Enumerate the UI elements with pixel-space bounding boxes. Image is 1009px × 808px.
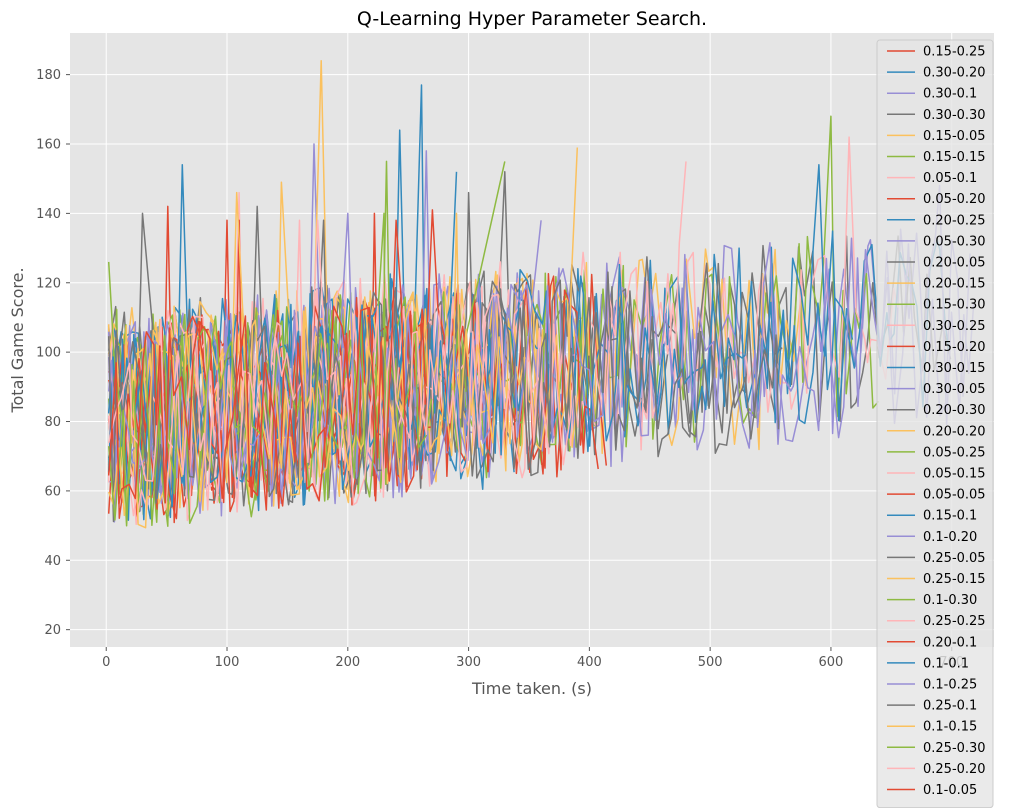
legend-label: 0.15-0.05 <box>923 129 986 144</box>
x-tick-label: 0 <box>102 655 110 670</box>
legend-label: 0.25-0.15 <box>923 572 986 587</box>
y-tick-label: 100 <box>36 346 61 361</box>
y-axis-label: Total Game Score. <box>8 267 27 413</box>
legend-label: 0.05-0.05 <box>923 488 986 503</box>
legend-label: 0.25-0.25 <box>923 614 986 629</box>
legend-label: 0.20-0.20 <box>923 424 986 439</box>
legend-label: 0.30-0.05 <box>923 382 986 397</box>
y-tick-label: 120 <box>36 276 61 291</box>
legend-label: 0.20-0.15 <box>923 277 986 292</box>
x-tick-label: 600 <box>819 655 844 670</box>
legend-label: 0.20-0.05 <box>923 256 986 271</box>
y-tick-label: 160 <box>36 138 61 153</box>
legend-label: 0.05-0.20 <box>923 192 986 207</box>
legend: 0.15-0.25 0.30-0.20 0.30-0.1 0.30-0.30 0.15-… <box>876 39 994 808</box>
x-tick-label: 200 <box>335 655 360 670</box>
y-tick-label: 20 <box>44 623 61 638</box>
legend-label: 0.15-0.25 <box>923 45 986 60</box>
legend-label: 0.05-0.15 <box>923 467 986 482</box>
legend-label: 0.30-0.20 <box>923 66 986 81</box>
legend-label: 0.05-0.30 <box>923 234 986 249</box>
series-line <box>107 171 458 508</box>
legend-label: 0.1-0.15 <box>923 720 977 735</box>
axis-ticks: 0100200300400500600700204060801001201401… <box>36 68 964 670</box>
legend-label: 0.1-0.1 <box>923 656 969 671</box>
x-tick-label: 300 <box>456 655 481 670</box>
x-tick-label: 400 <box>577 655 602 670</box>
legend-label: 0.30-0.1 <box>923 87 977 102</box>
legend-label: 0.05-0.1 <box>923 171 977 186</box>
y-tick-label: 80 <box>44 415 61 430</box>
legend-label: 0.05-0.25 <box>923 445 986 460</box>
legend-label: 0.20-0.25 <box>923 213 986 228</box>
legend-label: 0.30-0.25 <box>923 319 986 334</box>
legend-label: 0.1-0.30 <box>923 593 977 608</box>
y-tick-label: 60 <box>44 484 61 499</box>
legend-label: 0.30-0.30 <box>923 108 986 123</box>
series-lines <box>107 60 975 529</box>
legend-label: 0.25-0.20 <box>923 762 986 777</box>
y-tick-label: 140 <box>36 207 61 222</box>
legend-label: 0.1-0.05 <box>923 783 977 798</box>
legend-label: 0.1-0.20 <box>923 530 977 545</box>
legend-label: 0.25-0.05 <box>923 551 986 566</box>
x-tick-label: 100 <box>215 655 240 670</box>
legend-label: 0.15-0.30 <box>923 298 986 313</box>
x-tick-label: 500 <box>698 655 723 670</box>
y-tick-label: 40 <box>44 554 61 569</box>
x-axis-label: Time taken. (s) <box>471 679 592 698</box>
chart-title: Q-Learning Hyper Parameter Search. <box>357 8 707 30</box>
legend-label: 0.15-0.20 <box>923 340 986 355</box>
legend-label: 0.20-0.30 <box>923 403 986 418</box>
legend-label: 0.20-0.1 <box>923 635 977 650</box>
y-tick-label: 180 <box>36 68 61 83</box>
legend-label: 0.25-0.1 <box>923 699 977 714</box>
legend-label: 0.1-0.25 <box>923 678 977 693</box>
legend-label: 0.30-0.15 <box>923 361 986 376</box>
series-line <box>107 212 433 527</box>
legend-label: 0.25-0.30 <box>923 741 986 756</box>
legend-label: 0.15-0.1 <box>923 509 977 524</box>
legend-label: 0.15-0.15 <box>923 150 986 165</box>
series-line <box>107 219 408 507</box>
